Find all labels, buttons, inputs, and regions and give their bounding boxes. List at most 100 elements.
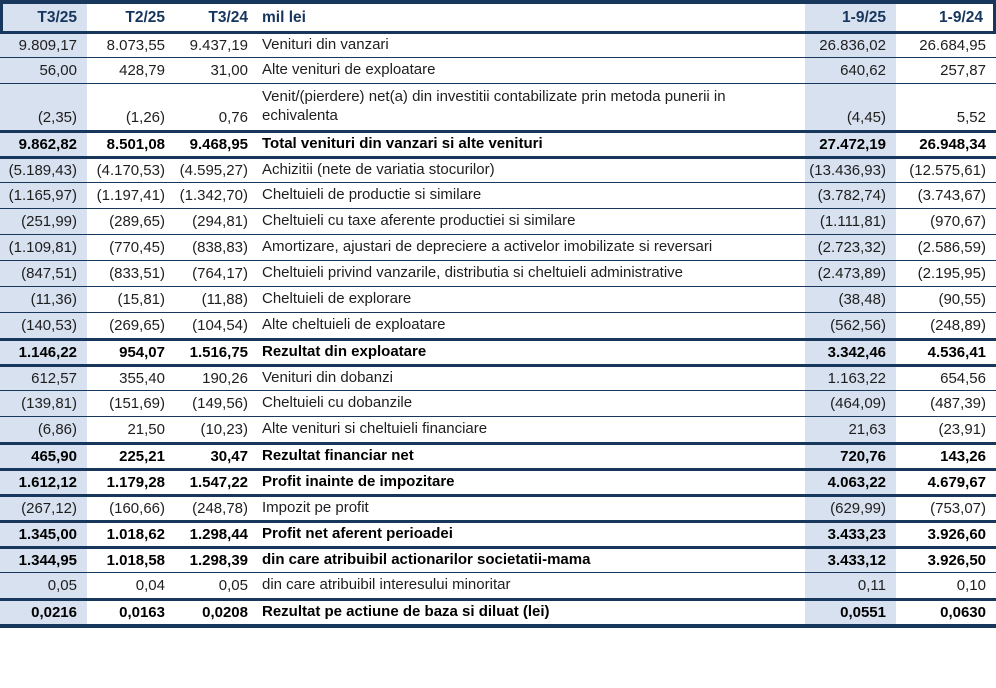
cell-1-9-24: 4.536,41 (927, 344, 986, 361)
cell-1-9-24: 5,52 (956, 109, 986, 126)
cell-t3-25: 0,0216 (0, 601, 87, 624)
cell-t3-24: 1.298,39 (189, 552, 248, 569)
row-label: Cheltuieli cu dobanzile (262, 394, 413, 412)
cell-1-9-24: 257,87 (940, 62, 986, 79)
cell-1-9-24: 0,10 (956, 577, 986, 594)
row-label: Alte venituri de exploatare (262, 61, 436, 79)
cell-t3-25: 9.862,82 (0, 133, 87, 156)
row-label: Cheltuieli de productie si similare (262, 186, 482, 204)
cell-t3-24: 0,0208 (202, 604, 248, 621)
table-row: (5.189,43) (4.170,53) (4.595,27) Achizitii … (0, 156, 996, 182)
cell-t3-24: 30,47 (210, 448, 248, 465)
row-label: Cheltuieli de explorare (262, 290, 412, 308)
cell-t3-25: (1.165,97) (0, 183, 87, 208)
table-row: 1.612,12 1.179,28 1.547,22 Profit inainte d… (0, 468, 996, 494)
cell-t3-25: (251,99) (0, 209, 87, 234)
cell-t2-25: 225,21 (119, 448, 165, 465)
table-row: 9.809,17 8.073,55 9.437,19 Venituri din van… (0, 31, 996, 57)
cell-t3-24: (838,83) (192, 239, 248, 256)
row-label: Alte venituri si cheltuieli financiare (262, 420, 488, 438)
col-header-1-9-25: 1-9/25 (805, 4, 896, 31)
cell-1-9-25: 4.063,22 (805, 471, 896, 494)
col-header-1-9-24: 1-9/24 (896, 4, 996, 31)
cell-1-9-24: 3.926,60 (927, 526, 986, 543)
cell-1-9-25: (4,45) (805, 84, 896, 130)
row-label: Profit inainte de impozitare (262, 473, 455, 491)
cell-t2-25: 8.501,08 (106, 136, 165, 153)
cell-1-9-25: 640,62 (805, 58, 896, 83)
cell-t3-25: 1.344,95 (0, 549, 87, 572)
table-body: 9.809,17 8.073,55 9.437,19 Venituri din van… (0, 31, 996, 624)
cell-t2-25: 0,0163 (119, 604, 165, 621)
cell-1-9-24: 143,26 (940, 448, 986, 465)
cell-1-9-25: (629,99) (805, 497, 896, 520)
cell-t3-24: 31,00 (210, 62, 248, 79)
table-row: 0,0216 0,0163 0,0208 Rezultat pe actiune de… (0, 598, 996, 624)
cell-t3-24: 1.547,22 (189, 474, 248, 491)
row-label: Cheltuieli cu taxe aferente productiei s… (262, 212, 576, 230)
cell-t2-25: (269,65) (109, 317, 165, 334)
cell-1-9-24: 0,0630 (940, 604, 986, 621)
cell-1-9-24: (90,55) (938, 291, 986, 308)
row-label: Venituri din dobanzi (262, 369, 393, 387)
cell-1-9-25: (464,09) (805, 391, 896, 416)
cell-t3-25: 1.612,12 (0, 471, 87, 494)
cell-t3-24: 0,05 (218, 577, 248, 594)
cell-t2-25: (833,51) (109, 265, 165, 282)
cell-t2-25: (770,45) (109, 239, 165, 256)
cell-t2-25: (4.170,53) (96, 162, 165, 179)
cell-t3-24: 1.516,75 (189, 344, 248, 361)
cell-1-9-24: (3.743,67) (917, 187, 986, 204)
row-label: Venituri din vanzari (262, 36, 389, 54)
table-row: 56,00 428,79 31,00 Alte venituri de exploat… (0, 57, 996, 83)
col-header-t3-25: T3/25 (0, 4, 87, 31)
cell-1-9-24: 26.684,95 (919, 37, 986, 54)
cell-1-9-25: 21,63 (805, 417, 896, 442)
row-label: Rezultat financiar net (262, 447, 414, 465)
cell-1-9-25: (3.782,74) (805, 183, 896, 208)
row-label: Achizitii (nete de variatia stocurilor) (262, 161, 495, 179)
table-row: (847,51) (833,51) (764,17) Cheltuieli privi… (0, 260, 996, 286)
cell-t3-25: (139,81) (0, 391, 87, 416)
row-label: Venit/(pierdere) net(a) din investitii c… (262, 88, 726, 124)
cell-1-9-24: 3.926,50 (927, 552, 986, 569)
cell-t3-25: (11,36) (0, 287, 87, 312)
cell-t2-25: (160,66) (109, 500, 165, 517)
cell-t2-25: (15,81) (117, 291, 165, 308)
cell-t3-24: 9.468,95 (189, 136, 248, 153)
cell-t3-25: 612,57 (0, 367, 87, 390)
header-row: T3/25 T2/25 T3/24 mil lei 1-9/25 1-9/24 (0, 4, 996, 31)
cell-1-9-24: (2.586,59) (917, 239, 986, 256)
table-row: 1.345,00 1.018,62 1.298,44 Profit net afere… (0, 520, 996, 546)
cell-t2-25: 954,07 (119, 344, 165, 361)
cell-1-9-24: (970,67) (930, 213, 986, 230)
row-label: Amortizare, ajustari de depreciere a act… (262, 238, 713, 256)
table-row: (267,12) (160,66) (248,78) Impozit pe profi… (0, 494, 996, 520)
cell-1-9-25: (2.473,89) (805, 261, 896, 286)
cell-t2-25: 1.179,28 (106, 474, 165, 491)
cell-t2-25: (151,69) (109, 395, 165, 412)
cell-t3-24: 0,76 (218, 109, 248, 126)
cell-1-9-25: 26.836,02 (805, 34, 896, 57)
cell-1-9-25: 3.433,12 (805, 549, 896, 572)
row-label: Total venituri din vanzari si alte venit… (262, 135, 543, 153)
cell-1-9-25: (562,56) (805, 313, 896, 338)
cell-1-9-25: (1.111,81) (805, 209, 896, 234)
row-label: Rezultat pe actiune de baza si diluat (l… (262, 603, 550, 621)
cell-t2-25: (289,65) (109, 213, 165, 230)
cell-1-9-25: 1.163,22 (805, 367, 896, 390)
cell-t2-25: 8.073,55 (106, 37, 165, 54)
table-row: (11,36) (15,81) (11,88) Cheltuieli de explo… (0, 286, 996, 312)
cell-1-9-25: (2.723,32) (805, 235, 896, 260)
col-header-t3-24: T3/24 (208, 8, 248, 26)
cell-t3-24: (764,17) (192, 265, 248, 282)
cell-1-9-24: (753,07) (930, 500, 986, 517)
cell-t3-25: 465,90 (0, 445, 87, 468)
table-row: 1.344,95 1.018,58 1.298,39 din care atribui… (0, 546, 996, 572)
cell-t2-25: 0,04 (135, 577, 165, 594)
cell-t2-25: 428,79 (119, 62, 165, 79)
cell-t3-24: (10,23) (200, 421, 248, 438)
cell-t3-25: 1.345,00 (0, 523, 87, 546)
cell-1-9-25: 3.342,46 (805, 341, 896, 364)
cell-t3-24: (11,88) (201, 291, 248, 308)
